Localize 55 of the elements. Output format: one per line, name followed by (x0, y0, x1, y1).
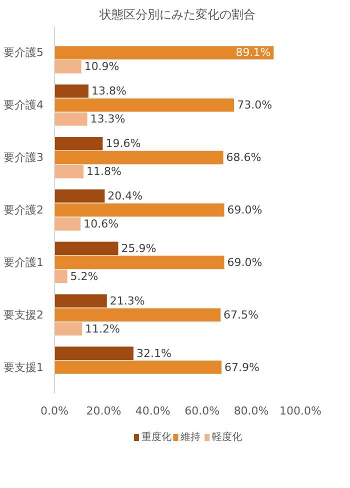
x-tick-label: 60.0% (184, 404, 220, 418)
legend-label: 軽度化 (212, 431, 242, 443)
bar (54, 322, 82, 336)
data-label: 10.9% (84, 60, 120, 74)
bar (54, 164, 84, 178)
y-tick-label: 要介護4 (4, 98, 44, 112)
x-tick-label: 40.0% (135, 404, 170, 418)
data-label: 68.6% (226, 151, 262, 164)
x-tick-label: 100.0% (280, 404, 322, 418)
data-label: 21.3% (110, 294, 145, 308)
y-tick-label: 要介護1 (4, 256, 44, 269)
data-label: 67.9% (224, 360, 260, 374)
bar (54, 98, 234, 112)
data-label: 11.2% (85, 322, 120, 336)
bar (54, 308, 221, 322)
y-tick-label: 要介護3 (4, 151, 44, 164)
bar (54, 189, 105, 203)
data-label: 89.1% (236, 46, 271, 60)
chart-title: 状態区分別にみた変化の割合 (98, 8, 256, 22)
data-label: 10.6% (84, 217, 119, 230)
data-label: 13.8% (91, 84, 126, 98)
x-tick-label: 0.0% (40, 404, 68, 418)
bar (54, 346, 134, 360)
data-label: 25.9% (121, 242, 156, 255)
y-tick-label: 要介護2 (4, 204, 44, 216)
y-tick-label: 要介護5 (4, 46, 44, 60)
bar (54, 150, 224, 164)
bar (54, 136, 103, 150)
y-tick-label: 要支援2 (4, 308, 44, 322)
bar (54, 203, 224, 217)
bar (54, 60, 82, 74)
data-label: 19.6% (106, 137, 141, 150)
data-label: 13.3% (90, 112, 126, 126)
bar (54, 270, 68, 284)
data-label: 5.2% (70, 270, 98, 283)
bar (54, 84, 88, 98)
bar (54, 256, 224, 270)
data-label: 32.1% (136, 346, 172, 360)
bar (54, 112, 88, 126)
bar (54, 46, 274, 60)
x-tick-label: 80.0% (234, 404, 269, 418)
legend-label: 重度化 (141, 431, 172, 443)
data-label: 69.0% (227, 204, 262, 216)
data-label: 73.0% (237, 98, 272, 112)
x-tick-label: 20.0% (86, 404, 122, 418)
bar (54, 360, 222, 374)
data-label: 69.0% (227, 256, 262, 269)
legend-label: 維持 (180, 431, 201, 443)
data-label: 67.5% (224, 308, 259, 322)
data-label: 20.4% (108, 190, 143, 203)
y-tick-label: 要支援1 (4, 360, 44, 374)
data-label: 11.8% (86, 165, 122, 178)
bar (54, 242, 118, 256)
bar (54, 217, 81, 231)
bar (54, 294, 107, 308)
